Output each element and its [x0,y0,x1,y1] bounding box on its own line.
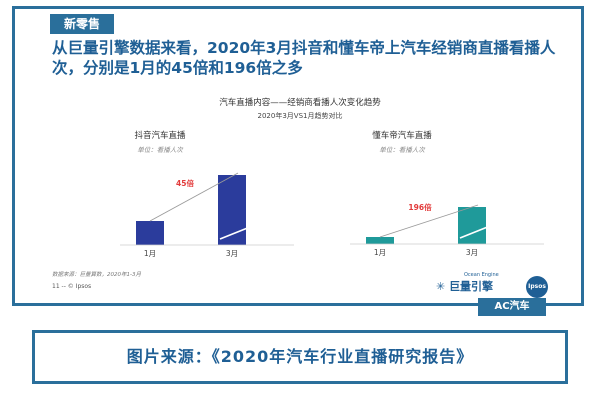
dcd-growth-line [379,204,479,238]
douyin-panel-unit: 单位：看播人次 [137,146,183,154]
chart-subtitle: 2020年3月VS1月趋势对比 [257,112,343,120]
dcd-base-connector [459,225,491,239]
ocean-engine-logo-icon: ✳ [436,280,446,293]
ipsos-logo: Ipsos [526,276,548,298]
caption-box: 图片来源：《2020年汽车行业直播研究报告》 [32,330,568,384]
ocean-engine-logo-text: 巨量引擎 [449,280,494,293]
dcd-bar-0 [366,237,394,244]
page-footer: 11 -- © Ipsos [52,283,92,290]
dcd-multiplier-label: 196倍 [408,202,432,212]
ocean-engine-logo: ✳ 巨量引擎 [436,278,516,296]
source-note: 数据来源：巨量算数，2020年1-3月 [52,272,141,278]
caption-text: 图片来源：《2020年汽车行业直播研究报告》 [126,347,474,366]
douyin-x-label-1: 3月 [226,249,238,258]
ac-logo: AC汽车 [478,298,546,316]
douyin-multiplier-label: 45倍 [176,178,194,188]
douyin-bar-0 [136,221,164,245]
douyin-bar-1 [218,175,246,245]
douyin-x-label-0: 1月 [144,249,156,258]
douyin-panel-title: 抖音汽车直播 [134,131,186,141]
dcd-bar-1 [458,207,486,244]
dcd-x-label-0: 1月 [374,248,386,257]
dcd-x-label-1: 3月 [466,248,478,257]
section-tag: 新零售 [50,14,114,34]
dcd-panel-title: 懂车帝汽车直播 [372,131,432,141]
ocean-engine-en: Ocean Engine [464,272,499,278]
headline: 从巨量引擎数据来看，2020年3月抖音和懂车帝上汽车经销商直播看播人次，分别是1… [52,39,556,77]
douyin-base-connector [219,226,251,240]
dcd-panel-unit: 单位：看播人次 [379,146,425,154]
chart-title: 汽车直播内容——经销商看播人次变化趋势 [219,98,381,108]
report-card [12,6,584,306]
douyin-growth-line [149,172,239,222]
